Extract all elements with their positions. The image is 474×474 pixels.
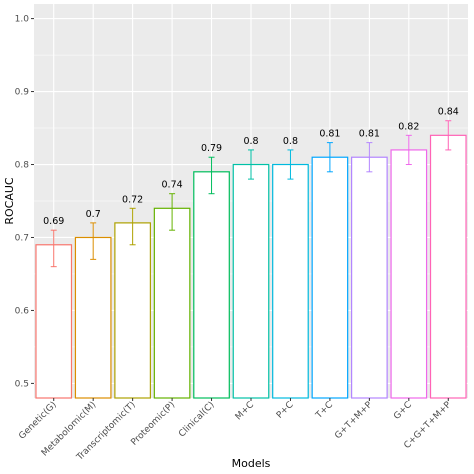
data-label-7: 0.81 <box>319 129 340 140</box>
data-label-1: 0.7 <box>86 209 101 220</box>
data-label-4: 0.79 <box>201 143 222 154</box>
y-tick-label: 0.5 <box>15 379 29 389</box>
bar-5 <box>232 163 270 399</box>
data-label-2: 0.72 <box>122 194 143 205</box>
bar-3 <box>153 207 191 399</box>
y-tick-label: 0.8 <box>15 161 30 171</box>
y-axis-ticks: 0.5 0.6 0.7 0.8 0.9 1.0 <box>15 15 34 389</box>
error-bars <box>50 120 452 268</box>
y-tick-label: 1.0 <box>15 15 30 25</box>
data-label-3: 0.74 <box>162 180 183 191</box>
x-tick-label: P+C <box>275 400 296 421</box>
data-label-10: 0.84 <box>438 107 459 118</box>
x-tick-label: T+C <box>314 400 335 421</box>
bar-10 <box>429 134 467 399</box>
bar-8 <box>351 156 388 399</box>
x-tick-label: M+C <box>234 400 256 422</box>
data-labels: 0.69 0.7 0.72 0.74 0.79 0.8 0.8 0.81 0.81 0.82 0.8… <box>43 107 459 227</box>
y-tick-label: 0.6 <box>15 306 30 316</box>
bar-0 <box>35 244 73 399</box>
y-axis-title: ROCAUC <box>3 177 16 225</box>
bar-7 <box>311 156 349 399</box>
y-tick-label: 0.9 <box>15 88 30 98</box>
data-label-0: 0.69 <box>43 216 64 227</box>
x-tick-label: Clinical(C) <box>177 400 216 439</box>
x-tick-label: G+T+M+P <box>333 400 375 442</box>
bar-4 <box>193 171 230 399</box>
x-tick-label: Genetic(G) <box>17 400 59 442</box>
data-label-8: 0.81 <box>359 129 380 140</box>
data-label-5: 0.8 <box>243 136 258 147</box>
bar-2 <box>114 222 151 399</box>
bar-1 <box>74 236 112 399</box>
y-tick-label: 0.7 <box>15 233 29 243</box>
bar-9 <box>390 149 428 399</box>
bar-6 <box>272 163 309 399</box>
x-tick-label: G+C <box>392 400 414 422</box>
data-label-6: 0.8 <box>283 136 298 147</box>
data-label-9: 0.82 <box>398 121 419 132</box>
x-axis-ticks: Genetic(G)Metabolomic(M)Transcriptomic(T… <box>17 398 454 463</box>
x-axis-title: Models <box>232 457 271 470</box>
bars <box>35 134 467 399</box>
